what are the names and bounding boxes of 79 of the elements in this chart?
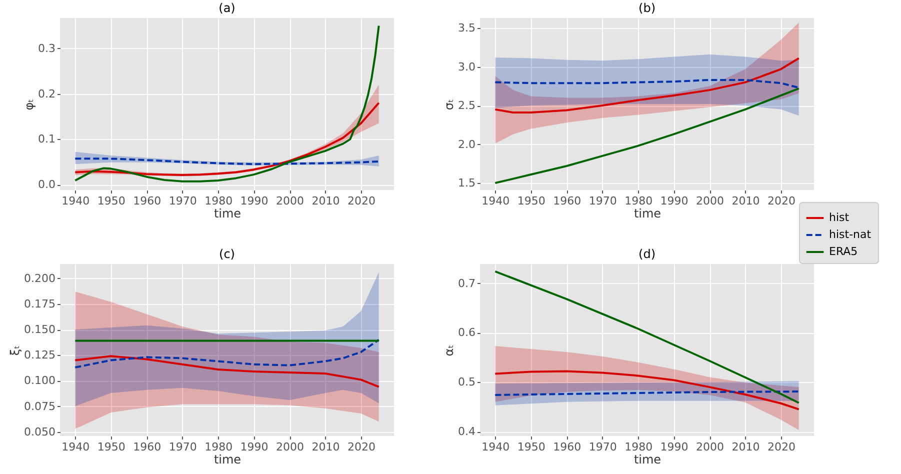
x-tick-label: 1940 <box>482 440 510 454</box>
x-tick-label: 1960 <box>553 194 582 208</box>
line-series <box>74 338 380 368</box>
y-tick-label: 0.075 <box>24 400 56 413</box>
x-tick-label: 1970 <box>168 440 197 454</box>
x-tick-label: 1990 <box>660 440 688 454</box>
y-tick-label: 2.0 <box>458 138 476 151</box>
legend-label: hist <box>829 211 850 224</box>
y-tick-label: 0.125 <box>24 348 56 362</box>
x-tick-label: 1950 <box>517 194 546 208</box>
x-tick-label: 2000 <box>696 194 724 208</box>
y-tick-label: 0.200 <box>24 272 56 285</box>
chart-title: (c) <box>219 247 235 261</box>
x-tick-label: 2020 <box>767 194 796 208</box>
y-axis-title: αₜ <box>442 344 456 356</box>
x-tick-label: 2010 <box>312 194 340 208</box>
y-tick-label: 0.3 <box>38 42 56 55</box>
line-series <box>494 370 800 410</box>
x-tick-label: 2010 <box>732 440 760 454</box>
x-tick-label: 1950 <box>517 440 546 454</box>
x-tick-label: 1970 <box>588 194 617 208</box>
x-tick-label: 2010 <box>732 194 760 208</box>
x-axis-title: time <box>214 452 242 466</box>
x-tick-label: 1980 <box>624 440 653 454</box>
line-series <box>74 102 380 176</box>
x-tick-label: 1940 <box>482 194 510 208</box>
y-tick-label: 3.0 <box>458 60 476 74</box>
y-tick-label: 0.0 <box>38 178 56 192</box>
x-tick-label: 1990 <box>660 194 688 208</box>
y-tick-label: 0.7 <box>458 276 476 290</box>
x-tick-label: 1980 <box>204 194 233 208</box>
y-tick-label: 2.5 <box>458 99 476 112</box>
x-tick-label: 2020 <box>347 440 376 454</box>
x-tick-label: 2000 <box>276 194 304 208</box>
x-axis-title: time <box>634 452 662 466</box>
x-tick-label: 2010 <box>312 440 340 454</box>
x-tick-label: 1950 <box>97 194 126 208</box>
x-tick-label: 1940 <box>62 440 90 454</box>
line-series <box>494 88 800 184</box>
x-tick-label: 2000 <box>276 440 304 454</box>
y-tick-label: 0.4 <box>458 425 476 438</box>
x-tick-label: 1980 <box>204 440 233 454</box>
y-axis-title: σₜ <box>442 98 456 110</box>
legend-label: hist-nat <box>829 228 872 241</box>
y-tick-label: 0.2 <box>38 87 56 100</box>
y-tick-label: 0.175 <box>24 297 56 310</box>
x-tick-label: 1970 <box>588 440 617 454</box>
x-tick-label: 1960 <box>553 440 582 454</box>
chart-title: (d) <box>638 247 656 261</box>
chart-title: (b) <box>638 1 656 15</box>
y-axis-title: ξₜ <box>8 345 22 356</box>
y-tick-label: 0.5 <box>458 376 476 389</box>
y-tick-label: 0.150 <box>24 323 56 336</box>
x-tick-label: 2020 <box>347 194 376 208</box>
x-axis-title: time <box>634 206 662 220</box>
chart-title: (a) <box>218 1 236 15</box>
x-tick-label: 1980 <box>624 194 653 208</box>
x-tick-label: 1960 <box>133 440 162 454</box>
x-tick-label: 1990 <box>240 440 268 454</box>
x-tick-label: 1990 <box>240 194 268 208</box>
y-tick-label: 0.050 <box>24 425 56 438</box>
y-tick-label: 3.5 <box>458 22 476 35</box>
y-tick-label: 0.1 <box>38 132 56 146</box>
x-axis-title: time <box>214 206 242 220</box>
x-tick-label: 1940 <box>62 194 90 208</box>
line-series <box>494 78 800 89</box>
y-tick-label: 1.5 <box>458 176 476 190</box>
line-series <box>74 355 380 388</box>
y-tick-label: 0.100 <box>24 374 56 388</box>
y-tick-label: 0.6 <box>458 326 476 340</box>
x-tick-label: 2000 <box>696 440 724 454</box>
line-series <box>74 24 380 182</box>
x-tick-label: 1960 <box>133 194 162 208</box>
y-axis-title: φₜ <box>22 98 36 110</box>
legend-label: ERA5 <box>829 245 858 258</box>
x-tick-label: 1950 <box>97 440 126 454</box>
line-series <box>494 270 800 404</box>
x-tick-label: 2020 <box>767 440 796 454</box>
x-tick-label: 1970 <box>168 194 197 208</box>
